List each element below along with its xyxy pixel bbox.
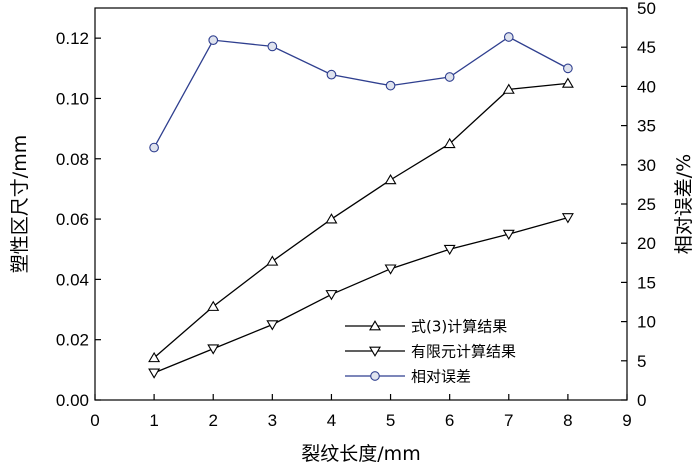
x-tick-label: 2	[208, 411, 217, 430]
series-line-formula-3	[153, 82, 568, 359]
axis-ticks: 0 1 2 3 4 5 6 7 8 90.000.020.040.060.080.100.1205…	[56, 0, 656, 430]
data-point-relative-error	[503, 32, 514, 42]
y-tick-label: 0.10	[56, 89, 89, 108]
x-axis-title: 裂纹长度/mm	[301, 443, 420, 465]
y-axis-title: 塑性区尺寸/mm	[9, 135, 31, 273]
data-point-formula-3	[207, 300, 220, 311]
y2-tick-label: 35	[637, 117, 656, 136]
y-tick-label: 0.06	[56, 210, 89, 229]
series-markers	[148, 32, 574, 379]
series-line-fem	[153, 216, 569, 374]
data-point-relative-error	[267, 41, 278, 52]
data-point-fem	[207, 344, 220, 355]
y-tick-label: 0.02	[56, 331, 89, 350]
series-lines	[153, 36, 569, 374]
data-point-fem	[443, 244, 456, 256]
data-point-fem	[266, 320, 279, 331]
y2-tick-label: 45	[637, 38, 656, 57]
data-point-relative-error	[208, 35, 219, 45]
x-tick-label: 5	[386, 411, 395, 430]
y2-tick-label: 5	[637, 352, 646, 371]
y2-axis-title: 相对误差/%	[673, 154, 695, 254]
y2-tick-label: 25	[637, 195, 656, 214]
data-point-fem	[561, 213, 574, 224]
y-tick-label: 0.12	[56, 29, 89, 48]
data-point-formula-3	[325, 213, 338, 224]
legend-marker-fem	[369, 346, 381, 357]
legend-marker-relative-error	[370, 371, 380, 381]
data-point-formula-3	[443, 137, 456, 149]
data-point-fem	[148, 368, 161, 379]
data-point-formula-3	[266, 255, 279, 266]
data-point-formula-3	[561, 77, 574, 88]
legend-label-formula-3: 式(3)计算结果	[411, 318, 507, 336]
y-tick-label: 0.04	[56, 270, 89, 289]
data-point-relative-error	[563, 63, 573, 74]
y2-tick-label: 50	[637, 0, 656, 18]
x-tick-label: 0	[90, 411, 99, 430]
legend-marker-formula-3	[369, 320, 381, 331]
y2-tick-label: 15	[637, 273, 656, 292]
y2-tick-label: 20	[637, 234, 656, 253]
data-point-relative-error	[385, 80, 396, 91]
y-tick-label: 0.08	[56, 150, 89, 169]
plot-frame	[94, 7, 628, 401]
data-point-relative-error	[444, 72, 455, 82]
data-point-fem	[502, 229, 515, 241]
x-tick-label: 7	[504, 411, 513, 430]
y2-tick-label: 10	[637, 313, 656, 332]
y-tick-label: 0.00	[56, 391, 89, 410]
y2-tick-label: 30	[637, 156, 656, 175]
data-point-relative-error	[149, 142, 159, 153]
series-line-relative-error	[153, 36, 569, 148]
legend-label-relative-error: 相对误差	[411, 368, 471, 386]
x-tick-label: 3	[268, 411, 277, 430]
data-point-formula-3	[384, 173, 397, 185]
data-point-relative-error	[326, 69, 337, 80]
x-tick-label: 1	[149, 411, 158, 430]
x-tick-label: 4	[327, 411, 336, 430]
data-point-fem	[325, 290, 338, 301]
x-tick-label: 8	[563, 411, 572, 430]
y2-tick-label: 0	[637, 391, 646, 410]
x-tick-label: 9	[622, 411, 631, 430]
data-point-formula-3	[148, 351, 161, 363]
data-point-fem	[384, 264, 397, 275]
legend-label-fem: 有限元计算结果	[411, 343, 516, 361]
x-tick-label: 6	[445, 411, 454, 430]
y2-tick-label: 40	[637, 77, 656, 96]
data-point-formula-3	[502, 83, 515, 94]
